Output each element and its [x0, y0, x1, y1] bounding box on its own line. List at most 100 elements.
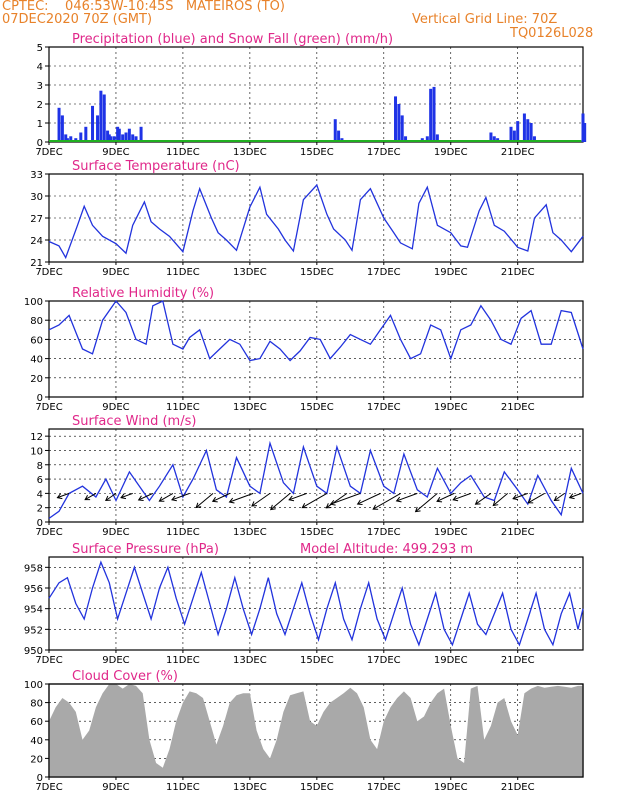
- pres-title: Surface Pressure (hPa): [72, 542, 219, 557]
- rh-xtick-label: 21DEC: [501, 402, 535, 413]
- wind-arrow: [57, 492, 70, 499]
- wind-arrow: [171, 492, 190, 501]
- cloud-ytick-label: 100: [24, 680, 43, 691]
- pres-xtick-label: 19DEC: [434, 655, 468, 666]
- wind-arrow: [138, 492, 153, 501]
- precip-bar: [532, 136, 536, 142]
- temp-xtick-label: 17DEC: [367, 267, 401, 278]
- wind-arrow: [569, 492, 582, 499]
- wind-title: Surface Wind (m/s): [72, 414, 196, 429]
- wind-arrow-head: [251, 501, 257, 507]
- wind-xtick-label: 7DEC: [35, 527, 62, 538]
- temp-ytick-label: 24: [30, 236, 43, 247]
- precip-bar: [121, 134, 125, 142]
- precip-bar: [429, 88, 433, 142]
- precip-bar: [79, 132, 83, 142]
- wind-arrow-head: [228, 497, 235, 504]
- precip-bar: [112, 136, 116, 142]
- wind-arrow: [436, 492, 455, 502]
- temp-xtick-label: 7DEC: [35, 267, 62, 278]
- precip-bar: [116, 126, 120, 142]
- cloud-ytick-label: 40: [30, 736, 43, 747]
- wind-arrow: [251, 492, 271, 507]
- wind-xtick-label: 13DEC: [233, 527, 267, 538]
- precip-xtick-label: 9DEC: [102, 147, 129, 158]
- wind-arrow: [270, 493, 291, 510]
- wind-xtick-label: 11DEC: [166, 527, 200, 538]
- wind-arrow: [120, 492, 133, 499]
- precip-bar: [394, 96, 398, 142]
- pres-subtitle: Model Altitude: 499.293 m: [300, 542, 473, 557]
- temp-ytick-label: 27: [30, 214, 43, 225]
- precip-bar: [134, 136, 138, 142]
- pres-line: [48, 560, 584, 647]
- temp-xtick-label: 11DEC: [166, 267, 200, 278]
- wind-arrow-head: [288, 495, 295, 502]
- cloud-ytick-label: 60: [30, 717, 43, 728]
- wind-arrow: [326, 492, 348, 509]
- precip-xtick-label: 21DEC: [501, 147, 535, 158]
- precip-bar: [131, 134, 135, 142]
- rh-xtick-label: 11DEC: [166, 402, 200, 413]
- pres-ytick-label: 956: [24, 584, 43, 595]
- wind-arrow: [372, 492, 401, 510]
- wind-ytick-label: 2: [37, 504, 43, 515]
- precip-xtick-label: 19DEC: [434, 147, 468, 158]
- wind-arrow-head: [527, 498, 534, 504]
- precip-bar: [425, 136, 429, 142]
- wind-arrow: [475, 492, 492, 505]
- cloud-ytick-label: 80: [30, 699, 43, 710]
- cloud-xtick-label: 7DEC: [35, 782, 62, 793]
- wind-arrow-head: [553, 495, 560, 502]
- precip-bar: [57, 107, 61, 142]
- precip-bar: [404, 136, 408, 142]
- wind-arrow: [492, 493, 508, 506]
- precip-bar: [516, 121, 520, 142]
- rh-ytick-label: 0: [37, 393, 43, 404]
- wind-arrow: [105, 492, 117, 501]
- wind-arrow-head: [492, 500, 499, 507]
- grid-line-info: Vertical Grid Line: 70Z: [412, 12, 558, 27]
- wind-arrow: [396, 492, 418, 502]
- temp-title: Surface Temperature (nC): [72, 159, 240, 174]
- precip-bar: [91, 105, 95, 142]
- pres-ytick-label: 958: [24, 563, 43, 574]
- precip-bar: [139, 126, 143, 142]
- precip-panel: Precipitation (blue) and Snow Fall (gree…: [35, 32, 587, 158]
- wind-arrow: [453, 492, 472, 501]
- precip-bar: [109, 136, 113, 142]
- wind-xtick-label: 19DEC: [434, 527, 468, 538]
- precip-bar: [529, 123, 533, 142]
- wind-arrow-head: [158, 496, 165, 502]
- precip-bar: [124, 132, 128, 142]
- precip-xtick-label: 11DEC: [166, 147, 200, 158]
- wind-arrow: [330, 492, 361, 505]
- wind-arrow-head: [211, 496, 218, 503]
- precip-bar: [96, 115, 100, 142]
- wind-arrow: [229, 492, 254, 503]
- temp-xtick-label: 9DEC: [102, 267, 129, 278]
- precip-bar: [64, 134, 68, 142]
- pres-ytick-label: 950: [24, 646, 43, 657]
- precip-bar: [337, 130, 341, 142]
- precip-xtick-label: 17DEC: [367, 147, 401, 158]
- rh-ytick-label: 80: [30, 316, 43, 327]
- model-code: TQ0126L028: [510, 26, 594, 41]
- pres-xtick-label: 7DEC: [35, 655, 62, 666]
- wind-ytick-label: 0: [37, 518, 43, 529]
- wind-arrow-head: [372, 504, 379, 510]
- wind-arrow: [84, 492, 97, 501]
- wind-arrow: [302, 492, 328, 509]
- wind-arrow-head: [56, 493, 63, 500]
- wind-ytick-label: 12: [30, 432, 43, 443]
- precip-bar: [400, 115, 404, 142]
- pres-xtick-label: 9DEC: [102, 655, 129, 666]
- precip-frame: [48, 46, 584, 143]
- precip-bar: [333, 119, 337, 142]
- temp-panel: Surface Temperature (nC) 21 24 27 30 33 7DEC 9D…: [30, 159, 584, 278]
- precip-bar: [509, 126, 513, 142]
- wind-line: [48, 440, 584, 519]
- wind-arrow: [159, 492, 174, 502]
- cloud-panel: Cloud Cover (%) 0 20 40 60 80 100 7DEC 9DEC 11DEC…: [24, 669, 584, 793]
- pres-ytick-label: 954: [24, 605, 43, 616]
